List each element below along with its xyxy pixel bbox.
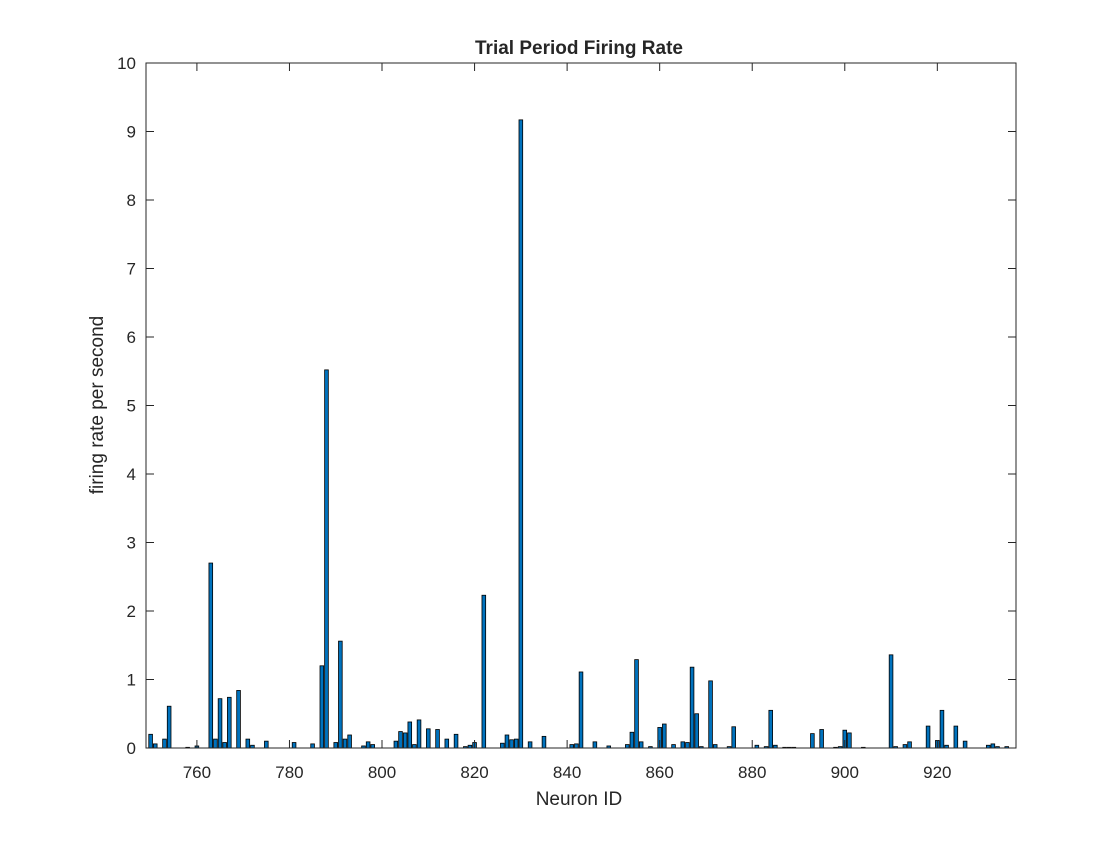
bar <box>264 740 269 749</box>
bar <box>291 742 297 749</box>
bar <box>338 640 343 749</box>
chart-title: Trial Period Firing Rate <box>475 38 683 59</box>
bar <box>319 665 325 749</box>
y-tick-label: 1 <box>127 671 136 690</box>
bar <box>222 742 227 749</box>
bar <box>574 743 579 749</box>
bar <box>453 733 459 749</box>
y-tick-label: 10 <box>117 54 136 73</box>
bar <box>731 726 736 749</box>
y-tick-label: 3 <box>127 534 136 553</box>
bar <box>333 742 338 749</box>
x-tick-label: 760 <box>183 763 211 782</box>
bar <box>527 741 533 749</box>
bar <box>962 740 968 749</box>
bar <box>152 743 158 749</box>
y-tick-label: 6 <box>127 328 136 347</box>
bar <box>162 738 167 749</box>
bar <box>953 725 959 749</box>
bar <box>444 738 450 749</box>
bar <box>504 734 510 749</box>
x-tick-label: 860 <box>645 763 673 782</box>
x-tick-label: 820 <box>460 763 488 782</box>
bar <box>592 741 598 749</box>
bar <box>245 738 251 749</box>
bar <box>569 744 574 749</box>
bar <box>578 671 584 749</box>
bar <box>407 721 413 749</box>
y-tick-label: 5 <box>127 397 136 416</box>
bar <box>634 659 639 749</box>
x-axis-label: Neuron ID <box>536 789 623 810</box>
bar <box>347 734 352 749</box>
y-tick-label: 0 <box>127 739 136 758</box>
bar <box>768 709 773 749</box>
y-tick-label: 7 <box>127 260 136 279</box>
x-tick-label: 800 <box>368 763 396 782</box>
y-axis-label: firing rate per second <box>87 316 108 495</box>
bar <box>236 690 241 749</box>
y-tick-label: 2 <box>127 602 136 621</box>
bar <box>412 744 417 749</box>
bar <box>148 733 153 749</box>
bar <box>365 741 371 749</box>
bar <box>310 743 315 749</box>
bar <box>819 729 824 749</box>
bar <box>708 680 713 749</box>
x-tick-label: 920 <box>923 763 951 782</box>
bars-layer <box>148 119 1009 749</box>
y-tick-label: 4 <box>127 465 136 484</box>
bar <box>541 735 547 749</box>
bar <box>324 369 329 749</box>
y-tick-label: 9 <box>127 123 136 142</box>
x-tick-label: 840 <box>553 763 581 782</box>
x-tick-label: 880 <box>738 763 766 782</box>
bar <box>847 732 852 749</box>
ticks-layer: 0 1 2 3 4 5 6 7 8 9 10 760 780 800 820 840 860 880 900 920 <box>117 54 1016 782</box>
bar <box>685 742 690 749</box>
plot-area-background <box>146 63 1016 748</box>
bar <box>426 728 431 749</box>
bar <box>990 743 996 749</box>
bar <box>907 741 912 749</box>
bar <box>694 713 699 749</box>
bar <box>671 744 676 749</box>
bar <box>662 723 667 749</box>
bar <box>416 719 422 749</box>
x-tick-label: 780 <box>275 763 303 782</box>
bar <box>435 729 440 749</box>
x-tick-label: 900 <box>831 763 859 782</box>
bar <box>398 731 403 749</box>
bar <box>513 738 519 749</box>
bar <box>810 733 815 749</box>
bar <box>213 738 218 749</box>
bar <box>227 696 232 749</box>
bar <box>638 741 644 749</box>
bar <box>712 744 718 749</box>
bar <box>625 744 630 749</box>
bar <box>208 562 214 749</box>
bar <box>509 739 514 749</box>
bar <box>342 738 348 749</box>
bar <box>629 731 635 749</box>
bar <box>680 741 686 749</box>
bar <box>166 705 172 749</box>
bar <box>888 654 894 749</box>
bar <box>518 119 524 749</box>
bar <box>939 709 945 749</box>
bar <box>689 666 695 749</box>
bar <box>402 732 408 749</box>
bar <box>500 742 505 749</box>
bar <box>481 594 487 749</box>
bar <box>370 744 375 749</box>
bar <box>902 744 908 749</box>
bar <box>393 740 399 749</box>
bar <box>925 725 931 749</box>
bar <box>217 698 223 749</box>
y-tick-label: 8 <box>127 191 136 210</box>
